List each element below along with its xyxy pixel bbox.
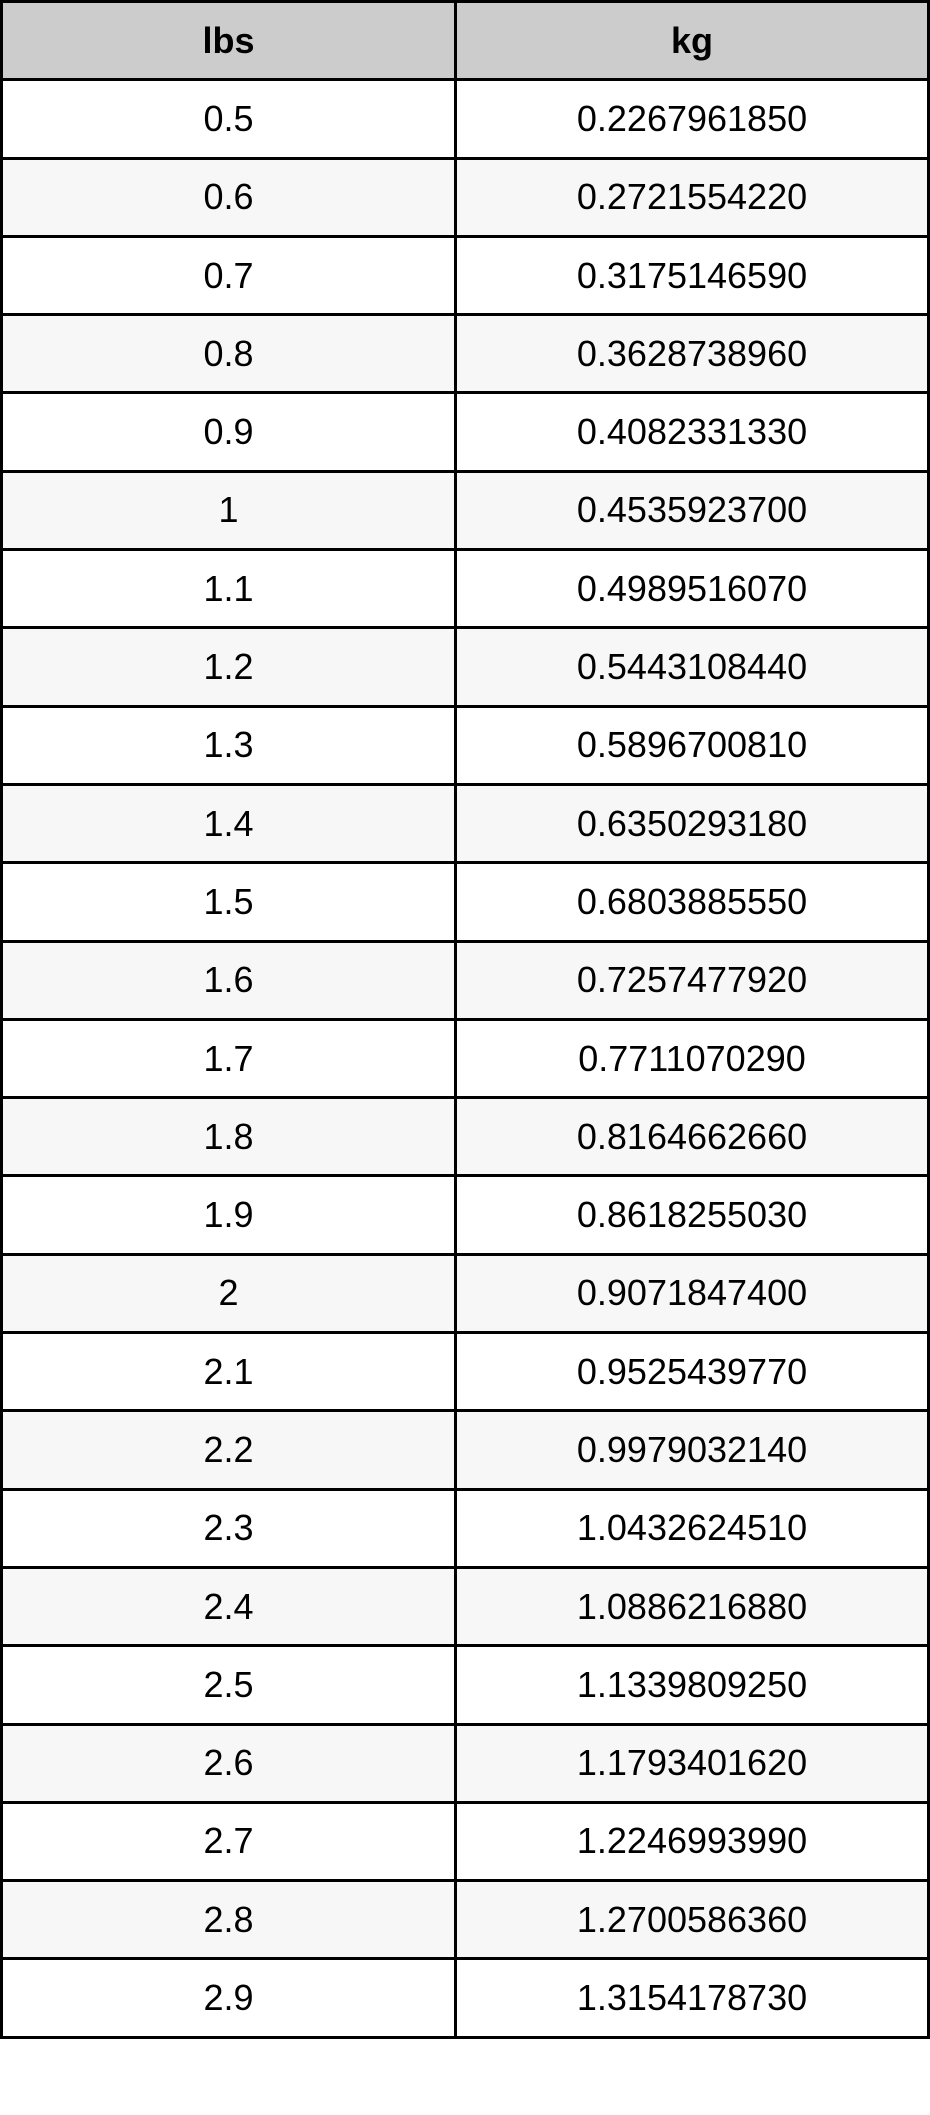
table-row: 1.8 0.8164662660 (0, 1096, 930, 1178)
kg-cell: 0.4082331330 (454, 391, 930, 473)
table-row: 2 0.9071847400 (0, 1252, 930, 1335)
lbs-cell: 2.8 (0, 1879, 457, 1961)
lbs-cell: 0.9 (0, 391, 457, 473)
table-row: 2.4 1.0886216880 (0, 1565, 930, 1648)
table-row: 2.3 1.0432624510 (0, 1487, 930, 1569)
lbs-cell: 1.2 (0, 626, 457, 708)
lbs-cell: 1.6 (0, 939, 457, 1021)
lbs-cell: 1 (0, 469, 457, 552)
kg-cell: 1.0432624510 (454, 1487, 930, 1569)
lbs-cell: 2.1 (0, 1331, 457, 1413)
kg-cell: 1.0886216880 (454, 1565, 930, 1648)
header-lbs: lbs (0, 0, 457, 82)
table-row: 0.7 0.3175146590 (0, 234, 930, 317)
lbs-cell: 2.2 (0, 1409, 457, 1491)
lbs-cell: 1.5 (0, 861, 457, 943)
kg-cell: 0.4535923700 (454, 469, 930, 552)
lbs-cell: 2 (0, 1252, 457, 1335)
kg-cell: 0.7711070290 (454, 1017, 930, 1100)
table-row: 1.7 0.7711070290 (0, 1017, 930, 1100)
kg-cell: 0.6350293180 (454, 782, 930, 865)
kg-cell: 1.1339809250 (454, 1644, 930, 1726)
table-row: 0.9 0.4082331330 (0, 391, 930, 473)
lbs-cell: 1.1 (0, 548, 457, 630)
table-row: 2.5 1.1339809250 (0, 1644, 930, 1726)
lbs-cell: 0.5 (0, 78, 457, 160)
table-row: 1.2 0.5443108440 (0, 626, 930, 708)
kg-cell: 0.6803885550 (454, 861, 930, 943)
table-row: 1.6 0.7257477920 (0, 939, 930, 1021)
lbs-cell: 0.8 (0, 313, 457, 395)
kg-cell: 0.5896700810 (454, 704, 930, 786)
lbs-cell: 2.7 (0, 1800, 457, 1883)
kg-cell: 1.1793401620 (454, 1722, 930, 1804)
table-row: 0.8 0.3628738960 (0, 313, 930, 395)
lbs-cell: 2.3 (0, 1487, 457, 1569)
lbs-cell: 1.8 (0, 1096, 457, 1178)
table-row: 1.1 0.4989516070 (0, 548, 930, 630)
table-row: 0.5 0.2267961850 (0, 78, 930, 160)
kg-cell: 0.8164662660 (454, 1096, 930, 1178)
lbs-cell: 2.5 (0, 1644, 457, 1726)
kg-cell: 0.9979032140 (454, 1409, 930, 1491)
table-row: 2.6 1.1793401620 (0, 1722, 930, 1804)
table-row: 1 0.4535923700 (0, 469, 930, 552)
kg-cell: 0.4989516070 (454, 548, 930, 630)
table-row: 2.8 1.2700586360 (0, 1879, 930, 1961)
kg-cell: 0.7257477920 (454, 939, 930, 1021)
lbs-cell: 0.7 (0, 234, 457, 317)
lbs-cell: 1.9 (0, 1174, 457, 1256)
lbs-cell: 2.6 (0, 1722, 457, 1804)
table-row: 2.1 0.9525439770 (0, 1331, 930, 1413)
lbs-to-kg-table: lbs kg 0.5 0.2267961850 0.6 0.2721554220 0.7… (0, 0, 930, 2039)
table-row: 1.3 0.5896700810 (0, 704, 930, 786)
lbs-cell: 2.9 (0, 1957, 457, 2039)
lbs-cell: 1.4 (0, 782, 457, 865)
kg-cell: 0.3175146590 (454, 234, 930, 317)
kg-cell: 0.2721554220 (454, 156, 930, 238)
kg-cell: 1.2246993990 (454, 1800, 930, 1883)
kg-cell: 0.2267961850 (454, 78, 930, 160)
table-row: 1.9 0.8618255030 (0, 1174, 930, 1256)
kg-cell: 0.9071847400 (454, 1252, 930, 1335)
lbs-cell: 2.4 (0, 1565, 457, 1648)
lbs-cell: 0.6 (0, 156, 457, 238)
table-row: 1.4 0.6350293180 (0, 782, 930, 865)
table-row: 2.9 1.3154178730 (0, 1957, 930, 2039)
table-row: 2.7 1.2246993990 (0, 1800, 930, 1883)
kg-cell: 0.9525439770 (454, 1331, 930, 1413)
table-row: 2.2 0.9979032140 (0, 1409, 930, 1491)
lbs-cell: 1.3 (0, 704, 457, 786)
kg-cell: 1.3154178730 (454, 1957, 930, 2039)
kg-cell: 0.8618255030 (454, 1174, 930, 1256)
table-row: 0.6 0.2721554220 (0, 156, 930, 238)
kg-cell: 0.3628738960 (454, 313, 930, 395)
kg-cell: 0.5443108440 (454, 626, 930, 708)
header-row: lbs kg (0, 0, 930, 82)
header-kg: kg (454, 0, 930, 82)
kg-cell: 1.2700586360 (454, 1879, 930, 1961)
lbs-cell: 1.7 (0, 1017, 457, 1100)
table-row: 1.5 0.6803885550 (0, 861, 930, 943)
